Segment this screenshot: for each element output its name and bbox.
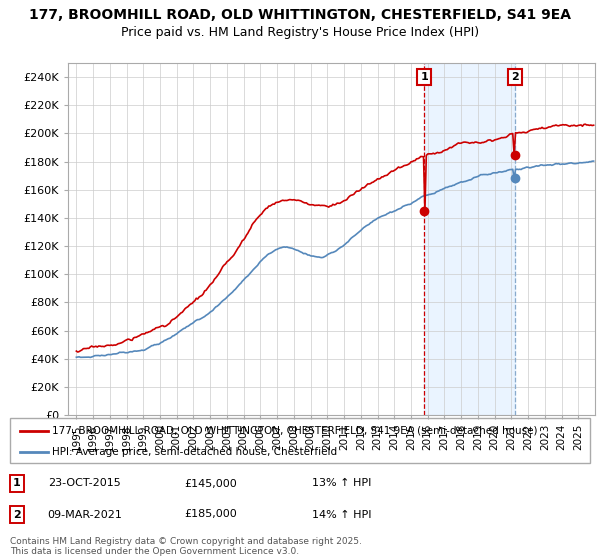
Text: 1: 1 [421,72,428,82]
Text: Contains HM Land Registry data © Crown copyright and database right 2025.
This d: Contains HM Land Registry data © Crown c… [10,536,362,556]
Text: 14% ↑ HPI: 14% ↑ HPI [311,510,371,520]
Bar [424,63,515,415]
Text: Price paid vs. HM Land Registry's House Price Index (HPI): Price paid vs. HM Land Registry's House … [121,26,479,39]
Text: HPI: Average price, semi-detached house, Chesterfield: HPI: Average price, semi-detached house,… [52,447,337,457]
Text: 09-MAR-2021: 09-MAR-2021 [48,510,122,520]
Text: 1: 1 [13,478,21,488]
Text: 2: 2 [511,72,518,82]
Text: 23-OCT-2015: 23-OCT-2015 [48,478,121,488]
Text: 177, BROOMHILL ROAD, OLD WHITTINGTON, CHESTERFIELD, S41 9EA (semi-detached house: 177, BROOMHILL ROAD, OLD WHITTINGTON, CH… [52,426,537,436]
Text: £145,000: £145,000 [184,478,237,488]
Text: 2: 2 [13,510,21,520]
Text: 177, BROOMHILL ROAD, OLD WHITTINGTON, CHESTERFIELD, S41 9EA: 177, BROOMHILL ROAD, OLD WHITTINGTON, CH… [29,8,571,22]
Text: 13% ↑ HPI: 13% ↑ HPI [311,478,371,488]
Text: £185,000: £185,000 [184,510,237,520]
